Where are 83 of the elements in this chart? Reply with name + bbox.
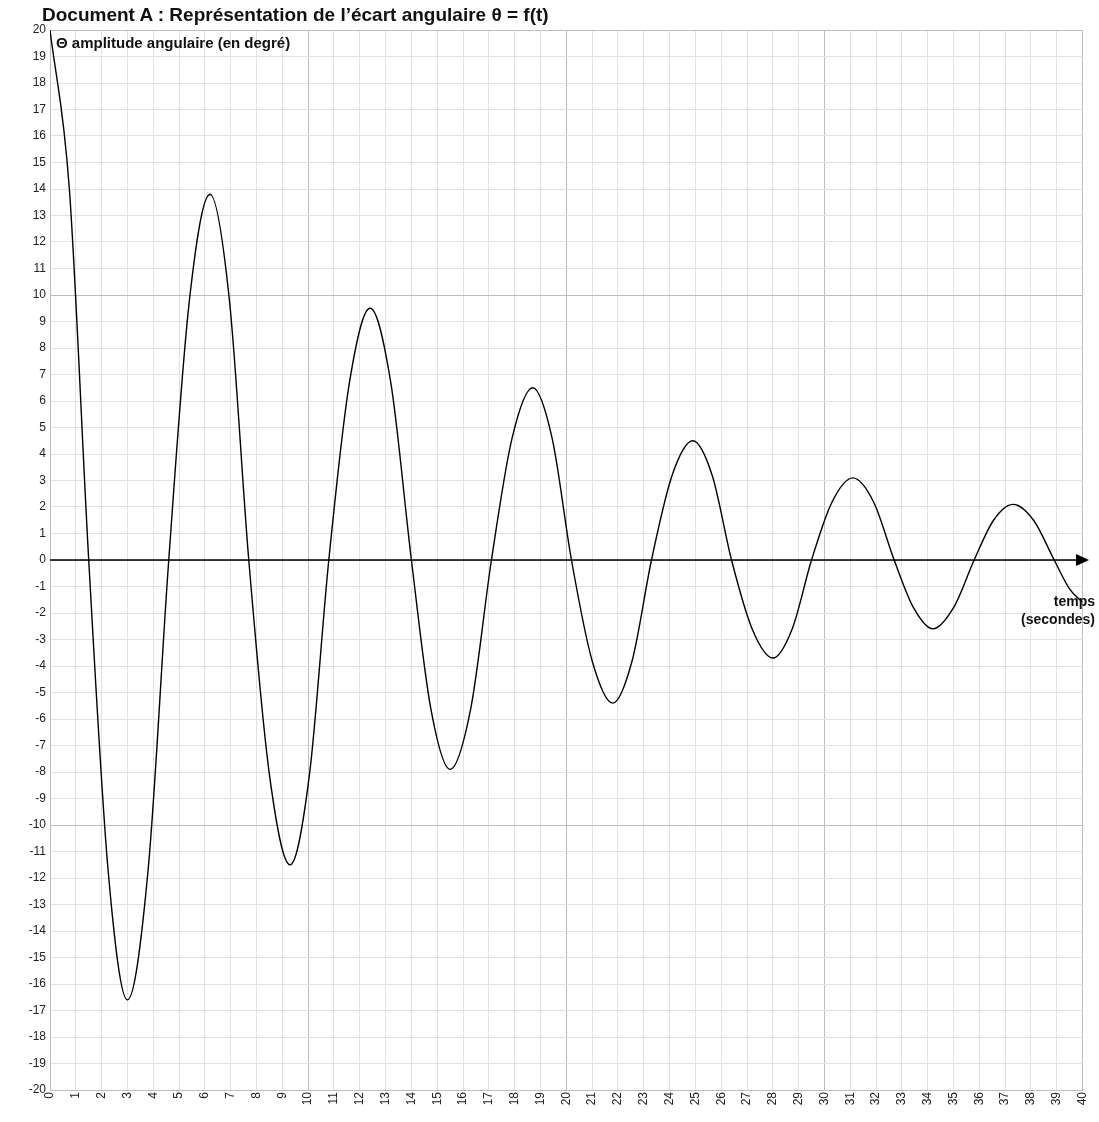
x-tick-label: 27 — [739, 1091, 754, 1106]
x-tick-label: 23 — [636, 1091, 651, 1106]
y-tick-label: 7 — [39, 366, 47, 381]
x-tick-label: 14 — [403, 1091, 418, 1106]
y-tick-label: -3 — [35, 631, 47, 646]
x-tick-label: 32 — [868, 1091, 883, 1106]
chart-title: Document A : Représentation de l’écart angulaire θ = f(t) — [42, 4, 549, 25]
y-tick-label: 10 — [32, 287, 47, 302]
y-tick-label: 17 — [32, 101, 47, 116]
x-tick-label: 21 — [584, 1091, 599, 1106]
y-tick-label: 16 — [32, 128, 47, 143]
y-tick-label: -2 — [35, 605, 47, 620]
x-tick-label: 2 — [93, 1091, 108, 1099]
y-tick-label: -12 — [28, 870, 47, 885]
y-axis-title: Θ amplitude angulaire (en degré) — [56, 34, 291, 52]
x-tick-label: 1 — [68, 1091, 83, 1099]
y-tick-label: -7 — [35, 737, 47, 752]
x-tick-label: 16 — [455, 1091, 470, 1106]
y-tick-label: 15 — [32, 154, 47, 169]
y-tick-label: 8 — [39, 340, 47, 355]
y-tick-label: 1 — [39, 525, 47, 540]
y-tick-label: -17 — [28, 1002, 47, 1017]
y-tick-label: 19 — [32, 48, 47, 63]
x-tick-label: 26 — [713, 1091, 728, 1106]
x-tick-label: 36 — [971, 1091, 986, 1106]
y-tick-label: 3 — [39, 472, 47, 487]
y-tick-label: -5 — [35, 684, 47, 699]
y-tick-label: -10 — [28, 817, 47, 832]
x-axis-title: temps (secondes) — [1021, 592, 1096, 627]
y-tick-label: -14 — [28, 923, 47, 938]
y-tick-label: -6 — [35, 711, 47, 726]
x-tick-label: 5 — [171, 1091, 186, 1099]
y-tick-label: 5 — [39, 419, 47, 434]
y-tick-label: -16 — [28, 976, 47, 991]
y-tick-label: -1 — [35, 578, 47, 593]
y-tick-label: 14 — [32, 181, 47, 196]
x-tick-label: 12 — [352, 1091, 367, 1106]
y-tick-label: -4 — [35, 658, 47, 673]
y-tick-label: -8 — [35, 764, 47, 779]
y-tick-label: 13 — [32, 207, 47, 222]
x-tick-label: 3 — [119, 1091, 134, 1099]
x-tick-label: 20 — [558, 1091, 573, 1106]
y-tick-label: 9 — [39, 313, 47, 328]
y-tick-label: 11 — [33, 260, 47, 275]
y-tick-label: -19 — [28, 1055, 47, 1070]
y-tick-label: 6 — [39, 393, 47, 408]
x-tick-label: 4 — [145, 1091, 160, 1099]
x-tick-label: 28 — [765, 1091, 780, 1106]
x-tick-label: 9 — [274, 1091, 289, 1099]
x-tick-label: 39 — [1049, 1091, 1064, 1106]
x-tick-label: 7 — [223, 1091, 238, 1099]
y-tick-label: 18 — [32, 75, 47, 90]
x-tick-label: 38 — [1023, 1091, 1038, 1106]
y-tick-label: -15 — [28, 949, 47, 964]
x-tick-label: 34 — [920, 1091, 935, 1106]
x-tick-label: 6 — [197, 1091, 212, 1099]
x-tick-label: 33 — [894, 1091, 909, 1106]
x-tick-label: 37 — [997, 1091, 1012, 1106]
x-tick-label: 8 — [248, 1091, 263, 1099]
x-tick-label: 22 — [610, 1091, 625, 1106]
x-tick-label: 10 — [300, 1091, 315, 1106]
y-tick-label: -9 — [35, 790, 47, 805]
y-tick-label: 12 — [32, 234, 47, 249]
x-tick-label: 13 — [377, 1091, 392, 1106]
x-tick-label: 24 — [661, 1091, 676, 1106]
x-tick-label: 19 — [532, 1091, 547, 1106]
y-tick-label: 2 — [39, 499, 47, 514]
x-tick-label: 29 — [790, 1091, 805, 1106]
y-tick-label: -18 — [28, 1029, 47, 1044]
x-tick-label: 15 — [429, 1091, 444, 1106]
y-tick-label: 4 — [39, 446, 47, 461]
y-tick-label: -11 — [29, 843, 47, 858]
x-tick-label: 31 — [842, 1091, 857, 1106]
x-tick-label: 17 — [481, 1091, 496, 1106]
x-tick-label: 18 — [506, 1091, 521, 1106]
y-tick-label: 20 — [32, 22, 47, 37]
x-tick-label: 25 — [687, 1091, 702, 1106]
y-tick-label: -13 — [28, 896, 47, 911]
x-tick-label: 30 — [816, 1091, 831, 1106]
x-tick-label: 11 — [326, 1091, 341, 1105]
x-tick-label: 40 — [1074, 1091, 1089, 1106]
y-tick-label: 0 — [39, 552, 47, 567]
x-tick-label: 35 — [945, 1091, 960, 1106]
